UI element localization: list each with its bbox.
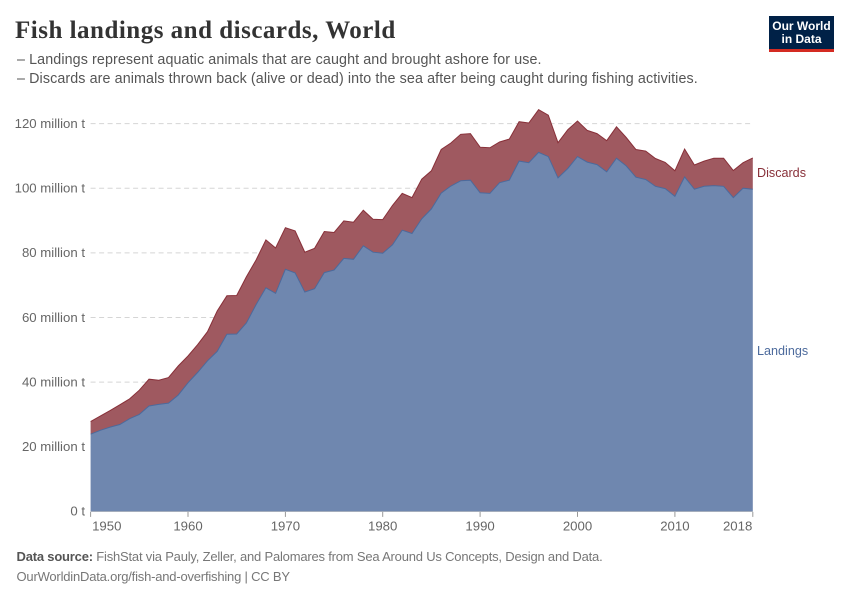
svg-text:120 million t: 120 million t: [15, 116, 86, 131]
svg-text:Landings: Landings: [757, 344, 808, 358]
svg-text:1950: 1950: [92, 519, 121, 534]
svg-text:1970: 1970: [271, 519, 300, 534]
svg-text:1980: 1980: [368, 519, 397, 534]
svg-text:100 million t: 100 million t: [15, 181, 86, 196]
svg-text:2018: 2018: [723, 519, 752, 534]
svg-text:1960: 1960: [173, 519, 202, 534]
svg-text:Discards: Discards: [757, 166, 806, 180]
svg-text:1990: 1990: [465, 519, 494, 534]
svg-text:20 million t: 20 million t: [22, 439, 85, 454]
svg-text:0 t: 0 t: [70, 504, 85, 519]
svg-text:80 million t: 80 million t: [22, 245, 85, 260]
svg-text:2000: 2000: [563, 519, 592, 534]
svg-text:2010: 2010: [660, 519, 689, 534]
svg-text:40 million t: 40 million t: [22, 374, 85, 389]
svg-text:60 million t: 60 million t: [22, 310, 85, 325]
